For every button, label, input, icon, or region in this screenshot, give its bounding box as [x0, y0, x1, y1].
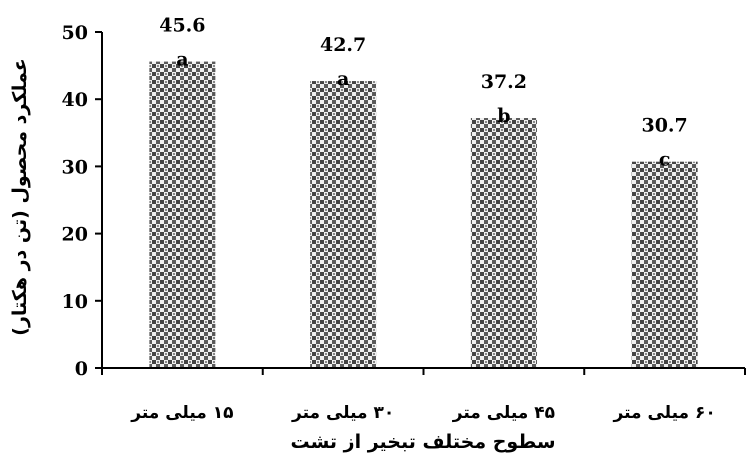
- y-axis-ticks: 0 10 20 30 40 50: [62, 22, 102, 380]
- bar-group-letter: a: [337, 68, 349, 90]
- y-axis-title: عملکرد محصول (تن در هکتار): [9, 58, 31, 335]
- y-tick-label: 0: [75, 358, 88, 380]
- y-tick-label: 50: [62, 22, 88, 44]
- x-axis-title: سطوح مختلف تبخیر از تشت: [290, 431, 555, 453]
- bar-value-label: 37.2: [481, 71, 527, 93]
- bar-group-letter: b: [497, 105, 510, 127]
- bar: [310, 81, 377, 368]
- x-category-label: ۱۵ میلی متر: [130, 403, 233, 423]
- y-tick-label: 10: [62, 291, 88, 313]
- bar-group-letter: c: [659, 149, 671, 171]
- x-category-label: ۴۵ میلی متر: [452, 403, 555, 423]
- x-axis-category-ticks: [101, 368, 746, 375]
- bar: [149, 61, 216, 369]
- bar-value-label: 42.7: [320, 34, 366, 56]
- y-tick-label: 20: [62, 224, 88, 246]
- x-category-label: ۶۰ میلی متر: [613, 403, 716, 423]
- bar-group-letter: a: [176, 49, 188, 71]
- bar-value-label: 30.7: [641, 115, 687, 137]
- bar-value-label: 45.6: [159, 15, 205, 37]
- y-tick-label: 40: [62, 89, 88, 111]
- bars-group: [149, 61, 698, 369]
- x-category-label: ۳۰ میلی متر: [291, 403, 394, 423]
- x-axis-categories: ۱۵ میلی متر ۳۰ میلی متر ۴۵ میلی متر ۶۰ میلی…: [130, 403, 716, 423]
- bar: [470, 118, 537, 369]
- y-tick-label: 30: [62, 156, 88, 178]
- bar-labels-group: 45.6 a 42.7 a 37.2 b 30.7 c: [159, 15, 688, 171]
- bar: [631, 161, 698, 368]
